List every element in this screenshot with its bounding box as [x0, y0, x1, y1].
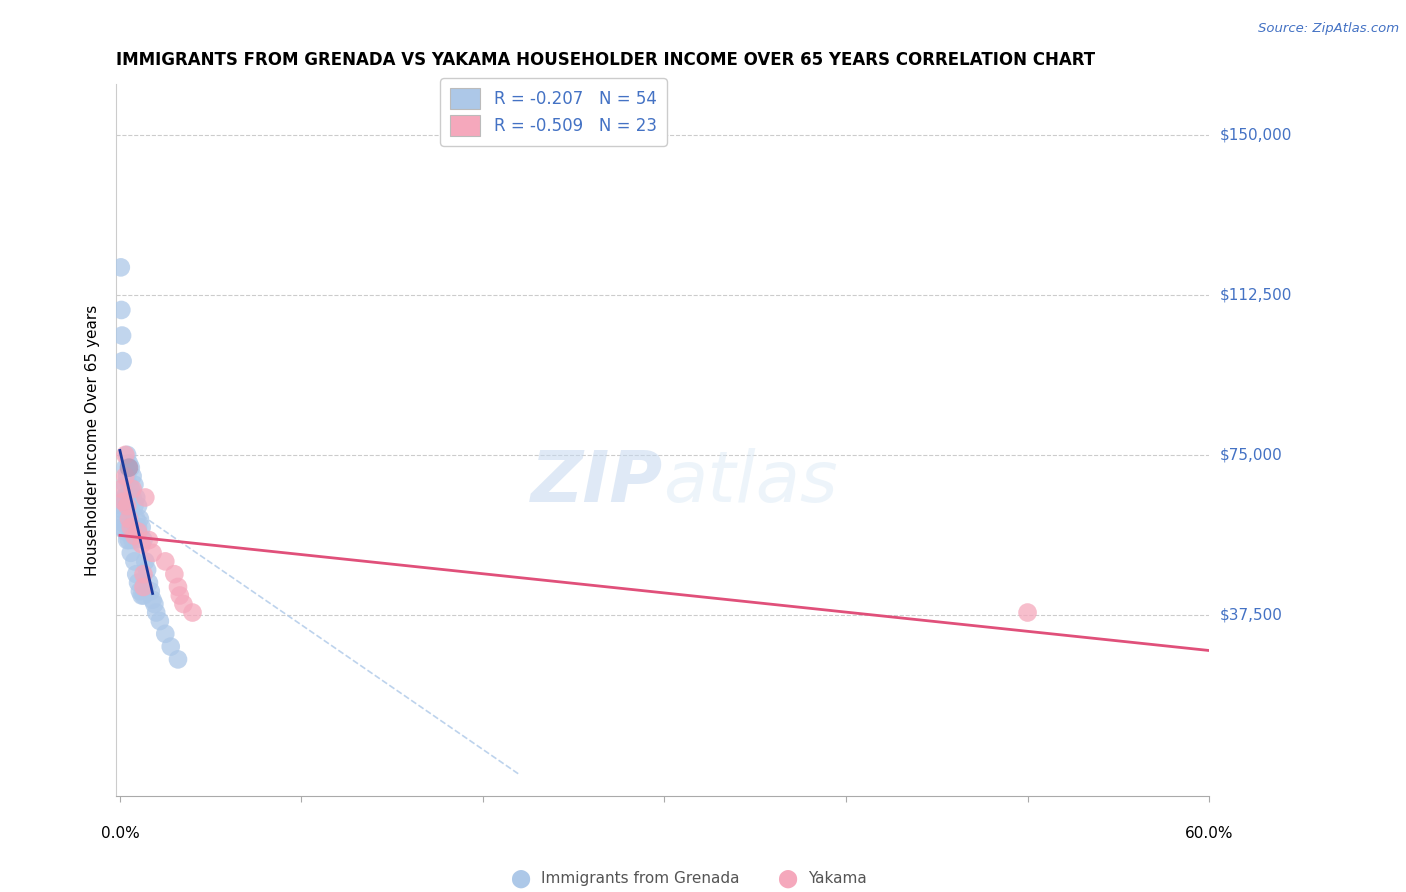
Text: IMMIGRANTS FROM GRENADA VS YAKAMA HOUSEHOLDER INCOME OVER 65 YEARS CORRELATION C: IMMIGRANTS FROM GRENADA VS YAKAMA HOUSEH…: [117, 51, 1095, 69]
Point: [120, 520, 142, 534]
Point: [138, 575, 160, 590]
Point: [115, 469, 138, 483]
Point: [111, 328, 134, 343]
Point: [111, 520, 134, 534]
Point: [120, 460, 142, 475]
Point: [128, 584, 150, 599]
Point: [118, 456, 141, 470]
Text: ⬤: ⬤: [510, 870, 530, 888]
Point: [124, 477, 146, 491]
Point: [114, 477, 136, 491]
Point: [125, 512, 148, 526]
Point: [114, 491, 136, 505]
Point: [131, 520, 153, 534]
Point: [111, 512, 134, 526]
Point: [132, 589, 155, 603]
Point: [114, 460, 136, 475]
Point: [121, 533, 143, 547]
Point: [134, 491, 156, 505]
Point: [131, 537, 153, 551]
Point: [114, 469, 136, 483]
Point: [127, 520, 149, 534]
Text: $75,000: $75,000: [1220, 448, 1282, 462]
Text: 60.0%: 60.0%: [1185, 826, 1233, 841]
Point: [142, 546, 165, 560]
Point: [114, 448, 136, 462]
Point: [142, 592, 165, 607]
Point: [118, 499, 141, 513]
Point: [121, 482, 143, 496]
Point: [121, 469, 143, 483]
Point: [163, 567, 186, 582]
Point: [125, 567, 148, 582]
Point: [112, 494, 135, 508]
Point: [118, 477, 141, 491]
Point: [169, 589, 191, 603]
Point: [115, 499, 138, 513]
Point: [111, 482, 134, 496]
Legend: R = -0.207   N = 54, R = -0.509   N = 23: R = -0.207 N = 54, R = -0.509 N = 23: [440, 78, 666, 145]
Point: [120, 503, 142, 517]
Point: [120, 546, 142, 560]
Point: [167, 580, 190, 594]
Text: 0.0%: 0.0%: [100, 826, 139, 841]
Point: [172, 597, 194, 611]
Point: [138, 533, 160, 547]
Point: [115, 533, 138, 547]
Point: [145, 606, 167, 620]
Text: $112,500: $112,500: [1220, 287, 1292, 302]
Text: ZIP: ZIP: [530, 448, 662, 517]
Point: [112, 491, 135, 505]
Point: [127, 499, 149, 513]
Point: [139, 584, 162, 599]
Point: [124, 529, 146, 543]
Point: [111, 499, 134, 513]
Text: ⬤: ⬤: [778, 870, 797, 888]
Point: [143, 597, 166, 611]
Point: [127, 575, 149, 590]
Point: [127, 524, 149, 539]
Point: [112, 503, 135, 517]
Point: [120, 482, 142, 496]
Point: [118, 512, 141, 526]
Point: [181, 606, 204, 620]
Point: [132, 567, 155, 582]
Text: Immigrants from Grenada: Immigrants from Grenada: [541, 871, 740, 886]
Point: [131, 589, 153, 603]
Point: [155, 627, 177, 641]
Text: Yakama: Yakama: [808, 871, 868, 886]
Point: [110, 303, 132, 318]
Point: [121, 491, 143, 505]
Point: [159, 640, 181, 654]
Point: [124, 499, 146, 513]
Point: [112, 516, 135, 530]
Point: [128, 512, 150, 526]
Point: [124, 554, 146, 568]
Text: atlas: atlas: [662, 448, 838, 517]
Point: [125, 491, 148, 505]
Point: [1017, 606, 1039, 620]
Point: [132, 533, 155, 547]
Point: [111, 354, 134, 368]
Text: Source: ZipAtlas.com: Source: ZipAtlas.com: [1258, 22, 1399, 36]
Point: [155, 554, 177, 568]
Point: [136, 563, 159, 577]
Point: [132, 580, 155, 594]
Y-axis label: Householder Income Over 65 years: Householder Income Over 65 years: [86, 304, 100, 575]
Text: $150,000: $150,000: [1220, 128, 1292, 143]
Point: [110, 260, 132, 275]
Point: [167, 652, 190, 666]
Point: [118, 533, 141, 547]
Point: [149, 614, 172, 628]
Text: $37,500: $37,500: [1220, 607, 1284, 622]
Point: [115, 448, 138, 462]
Point: [118, 460, 141, 475]
Point: [134, 554, 156, 568]
Point: [114, 524, 136, 539]
